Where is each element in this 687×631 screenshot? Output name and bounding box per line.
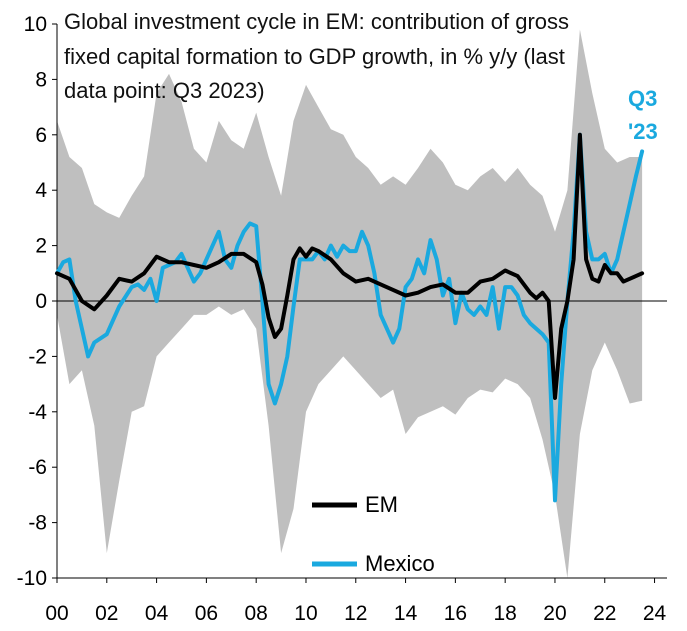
x-tick-label: 12 [344,602,367,625]
q3-annotation-line1: Q3 [628,86,657,111]
x-tick-label: 16 [444,602,467,625]
y-tick-label: 2 [35,235,47,258]
series-line-mexico [55,132,645,503]
y-tick-label: 6 [35,124,47,147]
x-tick-label: 22 [593,602,616,625]
y-tick-label: 4 [35,179,47,202]
x-tick-label: 04 [145,602,169,625]
x-tick-label: 06 [195,602,218,625]
x-tick-label: 24 [643,602,667,625]
chart-title-line-2: fixed capital formation to GDP growth, i… [64,44,565,69]
x-tick-label: 08 [245,602,268,625]
range-band [57,29,643,578]
y-tick-label: -6 [28,456,47,479]
legend-label-em: EM [365,492,398,517]
chart-title-line-1: Global investment cycle in EM: contribut… [64,9,570,34]
y-tick-label: 0 [35,290,47,313]
x-tick-label: 10 [294,602,317,625]
y-tick-label: -2 [28,345,47,368]
x-tick-label: 18 [493,602,516,625]
y-tick-label: -8 [28,512,47,535]
y-tick-label: 10 [24,13,47,36]
y-tick-label: -10 [17,567,47,590]
q3-annotation-line2: '23 [628,119,658,144]
y-tick-label: 8 [35,68,47,91]
series-line-em [55,132,645,400]
x-tick-label: 14 [394,602,418,625]
legend-label-mexico: Mexico [365,551,435,576]
x-tick-label: 20 [543,602,566,625]
y-tick-label: -4 [28,401,47,424]
x-tick-label: 00 [45,602,68,625]
x-tick-label: 02 [95,602,118,625]
chart-title-line-3: data point: Q3 2023) [64,78,265,103]
